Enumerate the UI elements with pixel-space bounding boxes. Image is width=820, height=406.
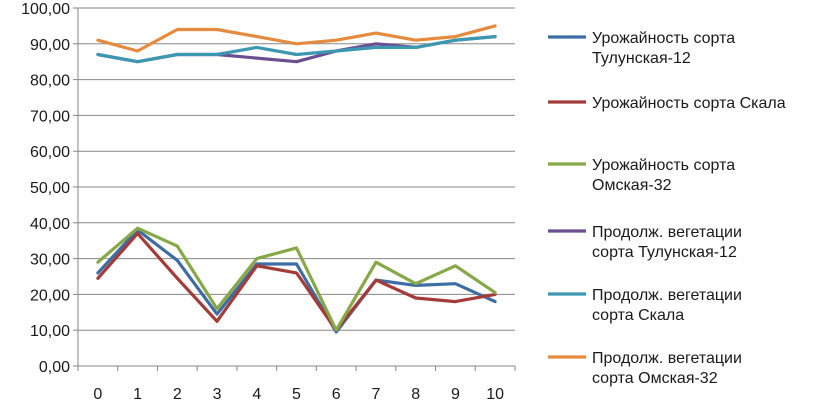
- legend-entry-5: Продолж. вегетации сорта Скала: [548, 287, 742, 324]
- y-tick-label: 20,00: [30, 287, 70, 304]
- x-tick-label: 1: [133, 386, 142, 403]
- legend-entry-6: Продолж. вегетации сорта Омская-32: [548, 350, 742, 387]
- legend: Урожайность сортаТулунская-12Урожайность…: [548, 30, 786, 387]
- legend-entry-3: Урожайность сорта Омская-32: [548, 157, 735, 194]
- x-tick-label: 6: [332, 386, 341, 403]
- x-tick-label: 4: [252, 386, 261, 403]
- series-lines: [96, 24, 497, 334]
- x-tick-label: 2: [173, 386, 182, 403]
- y-tick-label: 0,00: [39, 359, 70, 376]
- legend-entry-1: Урожайность сорта Тулунская-12: [548, 30, 735, 67]
- legend-label: Урожайность сорта: [592, 30, 735, 47]
- series-line-5: [96, 34, 497, 64]
- y-tick-label: 10,00: [30, 323, 70, 340]
- y-tick-label: 100,00: [21, 1, 70, 18]
- legend-label: Урожайность сорта: [592, 157, 735, 174]
- legend-label: сорта Тулунская-12: [592, 244, 737, 261]
- x-tick-label: 3: [213, 386, 222, 403]
- x-tick-label: 5: [292, 386, 301, 403]
- y-axis-tick-labels: 0,00 10,00 20,00 30,00 40,00 50,00 60,00 70,00 8…: [21, 1, 70, 376]
- legend-label: сорта Омская-32: [592, 370, 718, 387]
- x-tick-label: 8: [411, 386, 420, 403]
- legend-label: сорта Скала: [592, 307, 684, 324]
- axes: [73, 7, 516, 371]
- series-line-3: [96, 226, 497, 332]
- y-tick-label: 70,00: [30, 108, 70, 125]
- y-tick-label: 50,00: [30, 180, 70, 197]
- series-line-6: [96, 24, 497, 53]
- legend-label: Омская-32: [592, 177, 672, 194]
- grid-lines: [78, 7, 515, 331]
- x-tick-label: 7: [372, 386, 381, 403]
- series-line-2: [96, 231, 497, 332]
- y-tick-label: 90,00: [30, 37, 70, 54]
- legend-entry-2: Урожайность сорта Скала: [548, 95, 786, 112]
- y-tick-label: 80,00: [30, 73, 70, 90]
- x-tick-label: 10: [486, 386, 504, 403]
- legend-label: Урожайность сорта Скала: [592, 95, 786, 112]
- legend-label: Продолж. вегетации: [592, 350, 742, 367]
- series-line-1: [96, 228, 497, 334]
- legend-label: Продолж. вегетации: [592, 224, 742, 241]
- y-tick-label: 60,00: [30, 144, 70, 161]
- x-axis-tick-labels: 0 1 2 3 4 5 6 7 8 9 10: [93, 386, 504, 403]
- x-tick-label: 0: [93, 386, 102, 403]
- legend-label: Продолж. вегетации: [592, 287, 742, 304]
- y-tick-label: 30,00: [30, 252, 70, 269]
- legend-label: Тулунская-12: [592, 50, 691, 67]
- y-tick-label: 40,00: [30, 216, 70, 233]
- legend-entry-4: Продолж. вегетации сорта Тулунская-12: [548, 224, 742, 261]
- x-tick-label: 9: [451, 386, 460, 403]
